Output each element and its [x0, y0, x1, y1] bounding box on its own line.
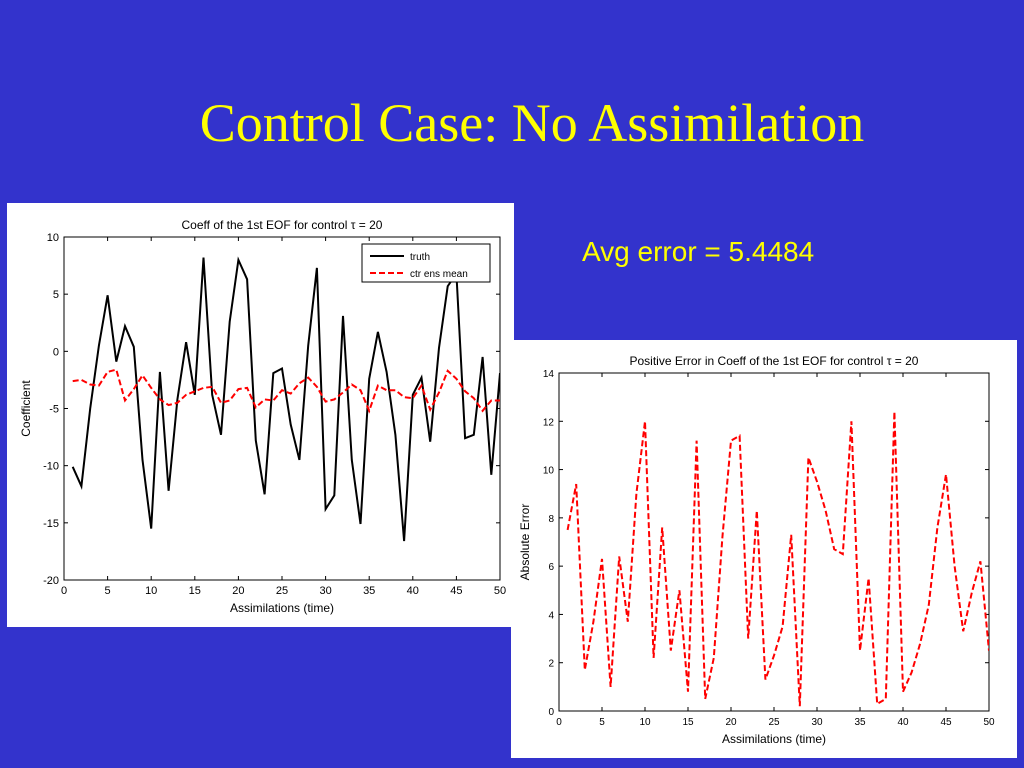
series-line-truth	[71, 256, 500, 542]
y-tick-label: 10	[47, 232, 59, 244]
x-tick-label: 5	[105, 585, 111, 597]
x-tick-label: 30	[811, 717, 823, 728]
x-tick-label: 40	[407, 585, 419, 597]
x-tick-label: 15	[682, 717, 694, 728]
y-tick-label: 8	[548, 514, 554, 525]
x-tick-label: 50	[983, 717, 995, 728]
chart-title: Positive Error in Coeff of the 1st EOF f…	[630, 354, 919, 368]
y-tick-label: -10	[43, 461, 59, 473]
x-tick-label: 45	[450, 585, 462, 597]
y-tick-label: 0	[53, 346, 59, 358]
y-axis-label: Coefficient	[19, 380, 33, 437]
x-axis-label: Assimilations (time)	[230, 601, 334, 615]
x-tick-label: 45	[940, 717, 952, 728]
y-tick-label: -5	[49, 404, 59, 416]
x-tick-label: 0	[61, 585, 67, 597]
x-tick-label: 20	[725, 717, 737, 728]
y-tick-label: 10	[543, 466, 555, 477]
x-tick-label: 5	[599, 717, 605, 728]
x-tick-label: 10	[639, 717, 651, 728]
plot-frame	[63, 236, 501, 581]
y-tick-label: 14	[543, 369, 555, 380]
avg-error-text: Avg error = 5.4484	[582, 236, 815, 267]
y-tick-label: 0	[548, 707, 554, 718]
y-tick-label: 12	[543, 417, 555, 428]
x-tick-label: 10	[145, 585, 157, 597]
x-tick-label: 35	[854, 717, 866, 728]
y-tick-label: 6	[548, 562, 554, 573]
x-tick-label: 40	[897, 717, 909, 728]
x-axis-label: Assimilations (time)	[722, 732, 826, 746]
x-tick-label: 25	[276, 585, 288, 597]
slide-title: Control Case: No Assimilation	[199, 93, 865, 153]
x-tick-label: 25	[768, 717, 780, 728]
x-tick-label: 15	[189, 585, 201, 597]
legend-box	[361, 243, 491, 283]
chart-title: Coeff of the 1st EOF for control τ = 20	[182, 218, 383, 232]
x-tick-label: 20	[232, 585, 244, 597]
y-axis-label: Absolute Error	[518, 504, 532, 581]
x-tick-label: 30	[319, 585, 331, 597]
x-tick-label: 50	[494, 585, 506, 597]
absolute-error-chart-panel: Positive Error in Coeff of the 1st EOF f…	[511, 340, 1017, 758]
series-line-ctr-ens-mean	[72, 368, 500, 414]
absolute-error-chart: Positive Error in Coeff of the 1st EOF f…	[518, 354, 995, 746]
legend-label: truth	[410, 252, 430, 263]
legend-label: ctr ens mean	[410, 269, 468, 280]
series-line-error-0	[566, 411, 989, 707]
coefficient-chart-panel: Coeff of the 1st EOF for control τ = 20 0…	[7, 203, 514, 627]
x-tick-label: 0	[556, 717, 562, 728]
y-tick-label: -20	[43, 575, 59, 587]
coefficient-chart: Coeff of the 1st EOF for control τ = 20 0…	[19, 218, 506, 615]
y-tick-label: 4	[548, 610, 554, 621]
y-tick-label: 5	[53, 289, 59, 301]
x-tick-label: 35	[363, 585, 375, 597]
y-tick-label: 2	[548, 659, 554, 670]
plot-frame	[558, 372, 990, 712]
y-tick-label: -15	[43, 518, 59, 530]
